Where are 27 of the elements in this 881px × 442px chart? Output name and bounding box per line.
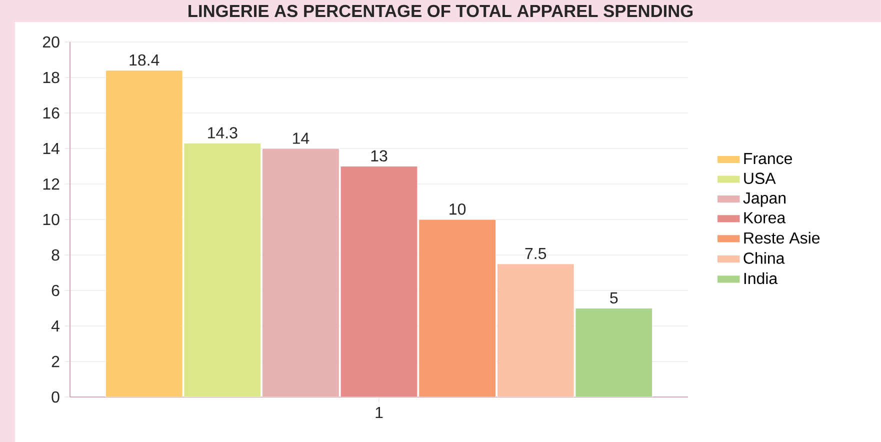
y-tick-label: 18 <box>43 72 60 84</box>
legend-label: Japan <box>743 192 786 207</box>
legend-label: India <box>744 272 778 284</box>
legend-label: Korea <box>744 212 786 224</box>
data-label: 5 <box>610 292 618 304</box>
y-tick-label: 20 <box>42 36 60 48</box>
data-label: 14 <box>293 132 310 144</box>
y-tick-label: 12 <box>43 178 60 190</box>
y-tick-label: 0 <box>52 391 60 403</box>
y-tick-label: 4 <box>51 320 60 332</box>
legend-label: Reste Asie <box>744 232 820 244</box>
legend-label: France <box>744 153 792 164</box>
y-tick-label: 10 <box>43 214 60 226</box>
data-label: 14.3 <box>208 127 238 138</box>
y-tick-label: 2 <box>52 356 60 368</box>
data-label: 13 <box>371 150 388 162</box>
data-label: 7.5 <box>525 248 546 260</box>
data-label: 18.4 <box>130 54 160 66</box>
y-tick-label: 14 <box>43 142 60 154</box>
y-tick-label: 6 <box>52 284 60 296</box>
x-tick-label: 1 <box>376 407 383 418</box>
legend-label: China <box>744 252 785 264</box>
legend-label: USA <box>744 172 776 184</box>
data-label: 10 <box>450 203 466 215</box>
chart-title: LINGERIE AS PERCENTAGE OF TOTAL APPAREL SPENDING <box>188 4 693 18</box>
y-tick-label: 16 <box>43 107 60 119</box>
y-tick-label: 8 <box>52 249 60 261</box>
